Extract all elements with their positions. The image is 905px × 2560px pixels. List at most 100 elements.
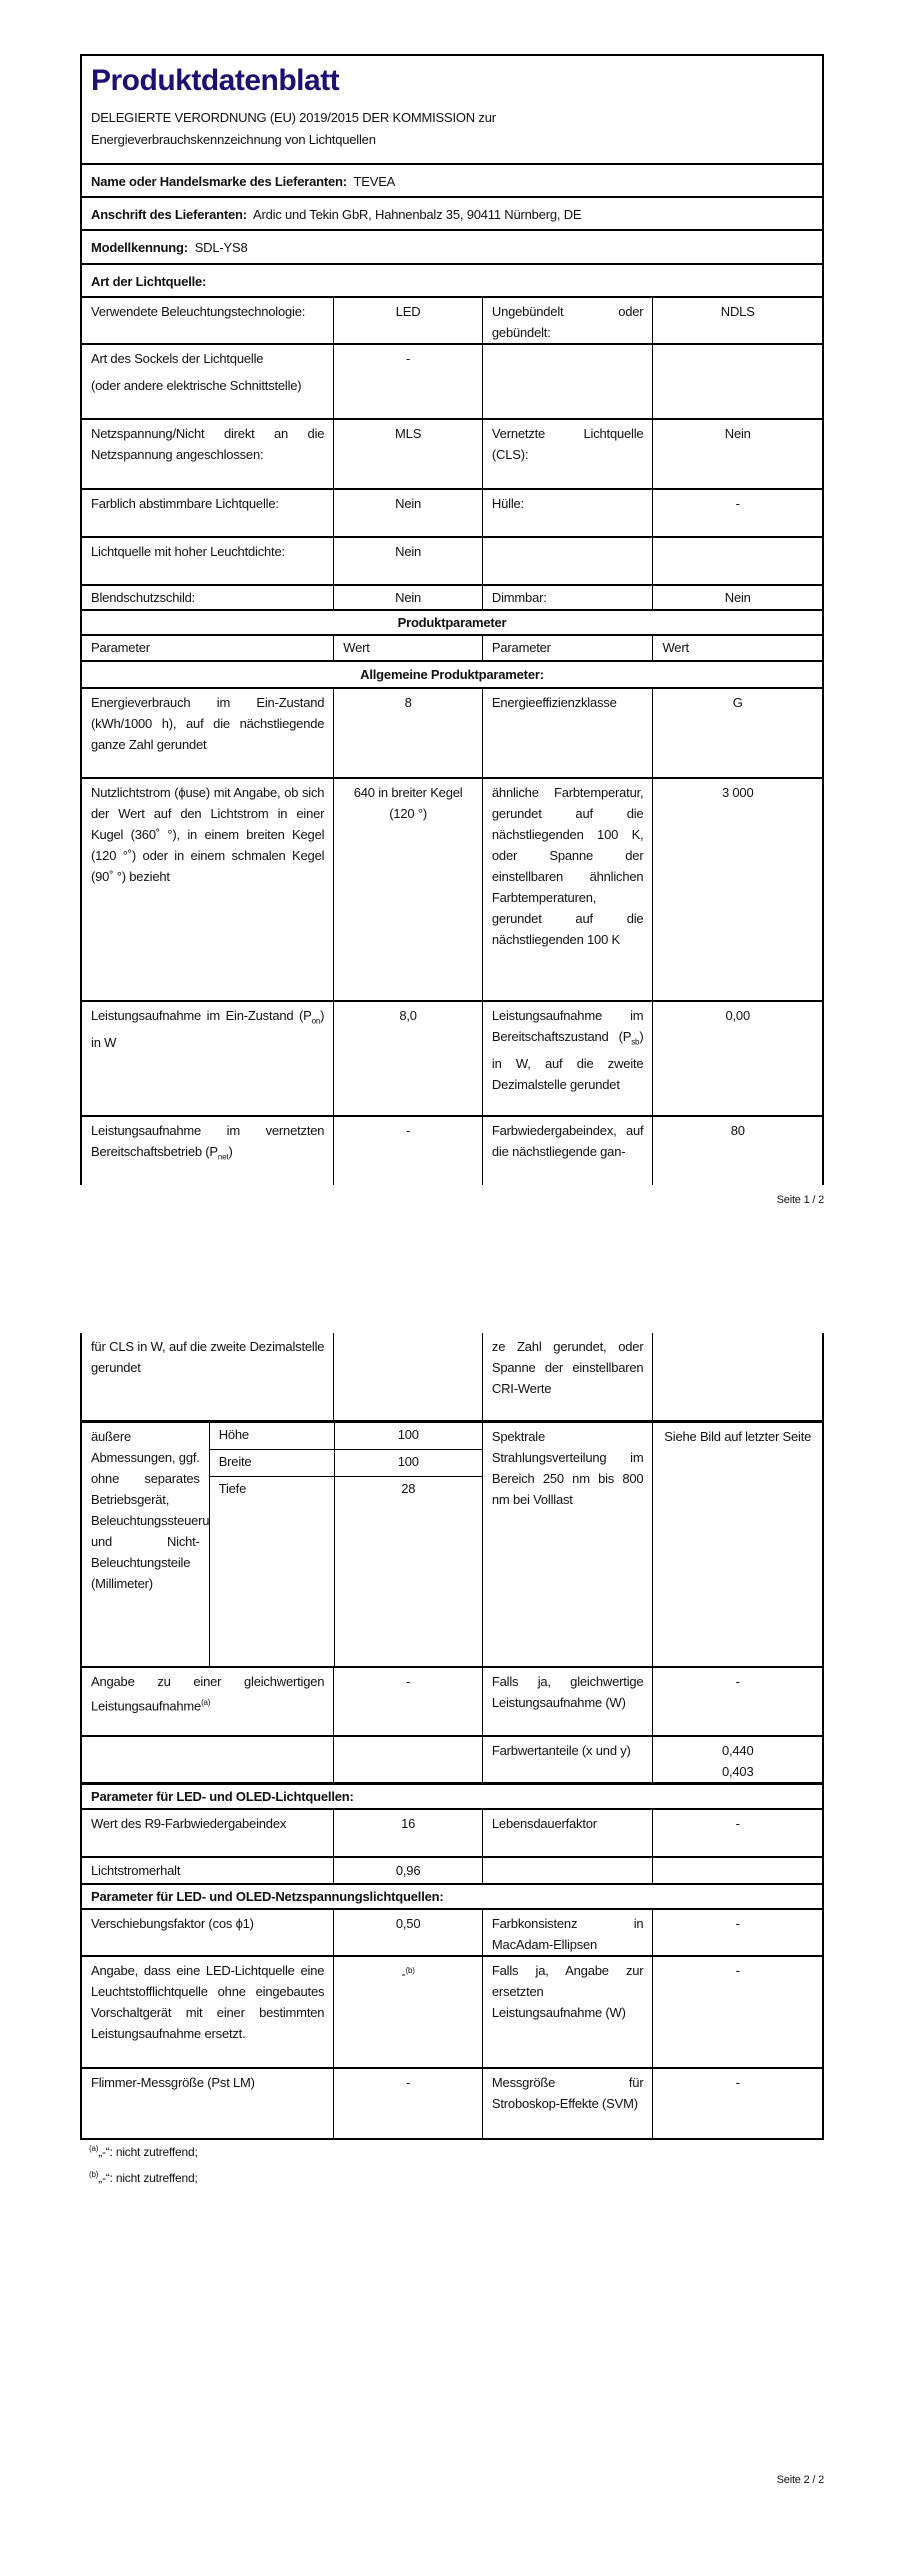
value-text: -	[401, 1966, 406, 1982]
param-value: -	[652, 1668, 822, 1735]
led-mains-heading-row: Parameter für LED- und OLED-Netzspannung…	[82, 1885, 822, 1910]
dimension-value: 100	[397, 1427, 419, 1442]
footnote-text: „-“: nicht zutreffend;	[98, 2171, 198, 2185]
table-row: Lichtstromerhalt 0,96	[82, 1858, 822, 1885]
datasheet-table-page-1: Produktdatenblatt DELEGIERTE VERORDNUNG …	[80, 54, 824, 1185]
param-label: Lichtstromerhalt	[91, 1863, 181, 1878]
empty-cell	[652, 1333, 822, 1420]
empty-cell	[82, 1737, 333, 1782]
param-label: Nutzlichtstrom (ϕuse) mit Angabe, ob sic…	[91, 785, 325, 884]
chroma-y: 0,403	[721, 1764, 754, 1779]
general-params-heading: Allgemeine Produktparameter:	[360, 667, 544, 682]
page-title: Produktdatenblatt	[91, 64, 340, 97]
param-value: -	[652, 1957, 822, 2067]
page-number: Seite 1 / 2	[776, 1194, 825, 1206]
table-row: Wert des R9-Farbwiedergabeindex 16 Leben…	[82, 1810, 822, 1858]
param-value: 3 000	[652, 779, 822, 1000]
param-label: Vernetzte Lichtquelle (CLS):	[481, 420, 653, 488]
empty-cell	[652, 1858, 822, 1883]
dimension-depth-row: Tiefe 28	[210, 1477, 482, 1666]
column-header: Parameter	[91, 640, 150, 655]
param-value	[652, 345, 822, 418]
param-value: LED	[333, 298, 482, 343]
param-value: Nein	[333, 538, 482, 584]
param-value: -	[652, 490, 822, 536]
param-label: Art des Sockels der Lichtquelle (oder and…	[82, 345, 333, 418]
model-row: Modellkennung: SDL-YS8	[82, 231, 822, 265]
header-block: Produktdatenblatt DELEGIERTE VERORDNUNG …	[82, 56, 822, 165]
param-value: -	[333, 1117, 482, 1185]
param-label: Energieverbrauch im Ein-Zustand (kWh/100…	[91, 695, 325, 752]
param-label: ze Zahl gerundet, oder Spanne der einste…	[481, 1333, 653, 1420]
product-params-heading-row: Produktparameter	[82, 611, 822, 636]
param-label-line: (oder andere elektrische Schnittstelle)	[91, 378, 302, 393]
model-value: SDL-YS8	[194, 240, 248, 255]
led-heading-row: Parameter für LED- und OLED-Lichtquellen…	[82, 1785, 822, 1810]
param-value: G	[652, 689, 822, 777]
footnote-mark: (a)	[89, 2144, 99, 2153]
param-label: Messgröße für Stroboskop-Effekte (SVM)	[481, 2069, 653, 2138]
footnote-a: (a)„-“: nicht zutreffend;	[89, 2144, 198, 2159]
table-row: Farbwertanteile (x und y) 0,440 0,403	[82, 1737, 822, 1785]
column-header-row: Parameter Wert Parameter Wert	[82, 636, 822, 662]
supplier-name-label: Name oder Handelsmarke des Lieferanten:	[91, 174, 347, 189]
footnote-b: (b)„-“: nicht zutreffend;	[89, 2170, 198, 2185]
label-text: ) in W	[91, 1008, 325, 1050]
dimension-label: Höhe	[210, 1423, 335, 1449]
param-label: Leistungsaufnahme im Ein-Zustand (Pon) i…	[82, 1002, 333, 1115]
param-label: Hülle:	[481, 490, 653, 536]
param-value: 80	[652, 1117, 822, 1185]
table-row-continued: für CLS in W, auf die zweite Dezimalstel…	[82, 1333, 822, 1423]
param-label: Farbkonsistenz in MacAdam-Ellipsen	[481, 1910, 653, 1955]
param-label: Angabe zu einer gleichwertigen Leistungs…	[82, 1668, 333, 1735]
label-text: Leistungsaufnahme im Ein-Zustand (P	[91, 1008, 312, 1023]
empty-cell	[333, 1737, 482, 1782]
page-number: Seite 2 / 2	[776, 2474, 825, 2486]
footnote-ref: (b)	[405, 1966, 415, 1975]
table-row: Farblich abstimmbare Lichtquelle: Nein H…	[82, 490, 822, 538]
supplier-name-row: Name oder Handelsmarke des Lieferanten: …	[82, 165, 822, 198]
param-label: Wert des R9-Farbwiedergabeindex	[91, 1816, 287, 1831]
param-label: ähnliche Farbtemperatur, gerundet auf di…	[481, 779, 653, 1000]
param-value: 8	[333, 689, 482, 777]
param-value: 0,00	[652, 1002, 822, 1115]
table-row: Leistungsaufnahme im Ein-Zustand (Pon) i…	[82, 1002, 822, 1117]
param-label: Falls ja, Angabe zur ersetzten Leistungs…	[481, 1957, 653, 2067]
param-label: Spektrale Strahlungsverteilung im Bereic…	[481, 1423, 653, 1666]
param-label	[481, 345, 653, 418]
param-value: -	[333, 2069, 482, 2138]
param-label: Netzspannung/Nicht direkt an die Netzspa…	[91, 426, 325, 462]
label-subscript: sb	[631, 1037, 640, 1047]
param-value	[652, 538, 822, 584]
label-subscript: net	[217, 1152, 229, 1162]
table-row: Flimmer-Messgröße (Pst LM) - Messgröße f…	[82, 2069, 822, 2140]
param-value: -(b)	[333, 1957, 482, 2067]
param-label: Falls ja, gleichwertige Leistungsaufnahm…	[481, 1668, 653, 1735]
supplier-address-label: Anschrift des Lieferanten:	[91, 207, 247, 222]
supplier-name-value: TEVEA	[353, 174, 396, 189]
dimension-label: Breite	[210, 1450, 335, 1476]
param-label: Farbwertanteile (x und y)	[481, 1737, 653, 1782]
empty-cell	[481, 1858, 653, 1883]
general-params-heading-row: Allgemeine Produktparameter:	[82, 662, 822, 689]
label-text: ) in W, auf die zweite Dezimalstelle ger…	[491, 1029, 644, 1092]
dimensions-row: äußere Abmessungen, ggf. ohne separates …	[82, 1423, 822, 1668]
table-row: Leistungsaufnahme im vernetzten Bereitsc…	[82, 1117, 822, 1185]
table-row: Netzspannung/Nicht direkt an die Netzspa…	[82, 420, 822, 490]
param-value: Nein	[652, 420, 822, 488]
param-label: Lebensdauerfaktor	[481, 1810, 653, 1856]
param-value: 0,96	[333, 1858, 482, 1883]
param-label: Lichtquelle mit hoher Leuchtdichte:	[91, 544, 285, 559]
footnote-ref: (a)	[201, 1698, 211, 1707]
param-label	[481, 538, 653, 584]
model-label: Modellkennung:	[91, 240, 188, 255]
param-value: NDLS	[652, 298, 822, 343]
table-row: Angabe, dass eine LED-Lichtquelle eine L…	[82, 1957, 822, 2069]
column-header: Wert	[652, 636, 822, 660]
chroma-x: 0,440	[721, 1743, 754, 1758]
param-value: 8,0	[333, 1002, 482, 1115]
table-row: Energieverbrauch im Ein-Zustand (kWh/100…	[82, 689, 822, 779]
column-header: Parameter	[481, 636, 653, 660]
param-label-line: Art des Sockels der Lichtquelle	[91, 351, 264, 366]
param-value: Nein	[333, 586, 482, 609]
